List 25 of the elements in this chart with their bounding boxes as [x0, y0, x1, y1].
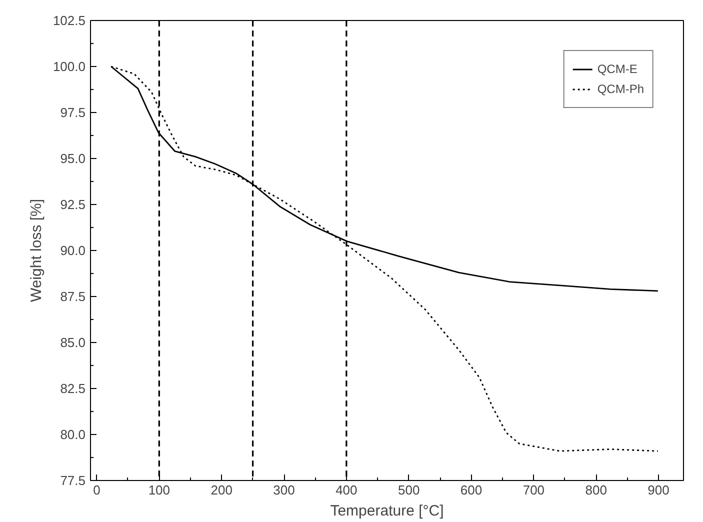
- x-tick-label: 400: [336, 482, 358, 498]
- x-tick-label: 700: [522, 482, 545, 498]
- y-tick-label: 92.5: [60, 197, 86, 212]
- y-tick-label: 82.5: [60, 381, 86, 396]
- x-tick-label: 0: [93, 482, 100, 498]
- legend-label: QCM-Ph: [597, 82, 644, 96]
- x-axis-title: Temperature [°C]: [330, 502, 444, 520]
- y-tick-label: 100.0: [52, 59, 86, 74]
- y-tick-label: 87.5: [60, 289, 86, 304]
- y-tick-label: 77.5: [60, 473, 86, 488]
- y-tick-label: 95.0: [60, 151, 86, 166]
- y-axis-title: Weight loss [%]: [28, 198, 45, 302]
- x-tick-label: 600: [460, 482, 482, 498]
- x-tick-label: 200: [210, 482, 232, 498]
- y-tick-label: 90.0: [60, 243, 86, 258]
- legend-label: QCM-E: [597, 62, 638, 76]
- x-tick-label: 100: [148, 482, 170, 498]
- x-tick-label: 500: [398, 482, 420, 498]
- y-tick-label: 102.5: [52, 13, 86, 28]
- y-tick-label: 85.0: [60, 335, 86, 350]
- y-tick-label: 80.0: [60, 427, 86, 442]
- x-tick-label: 300: [273, 482, 295, 498]
- x-tick-label: 900: [648, 482, 670, 498]
- y-tick-label: 97.5: [60, 105, 86, 120]
- x-tick-label: 800: [585, 482, 607, 498]
